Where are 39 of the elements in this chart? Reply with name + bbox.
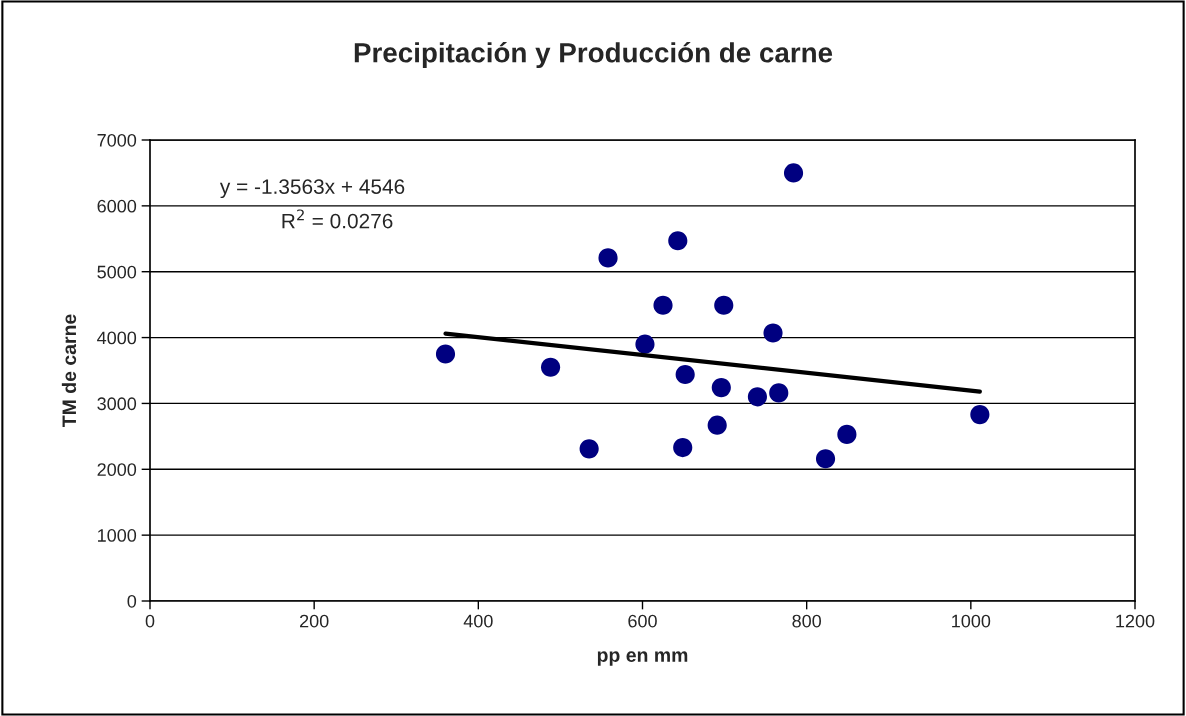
- point: [579, 439, 599, 459]
- point: [747, 387, 767, 407]
- point: [970, 405, 990, 425]
- y-axis-title: TM de carne: [61, 314, 77, 428]
- y-tick-label: 0: [127, 594, 137, 608]
- point: [815, 449, 836, 469]
- point: [711, 378, 731, 398]
- y-tick-label: 3000: [97, 397, 137, 411]
- x-tick-label: 400: [463, 614, 493, 628]
- point: [675, 364, 695, 385]
- y-tick-label: 7000: [97, 133, 137, 147]
- point: [673, 437, 693, 458]
- point: [714, 295, 734, 315]
- x-tick-label: 200: [300, 614, 329, 628]
- x-tick-label: 800: [792, 614, 822, 628]
- y-tick-label: 5000: [97, 265, 137, 279]
- point: [837, 424, 857, 444]
- x-tick-label: 1000: [952, 614, 991, 628]
- point: [783, 163, 804, 183]
- x-tick-label: 600: [628, 614, 657, 628]
- y-tick-label: 2000: [97, 463, 137, 477]
- point: [668, 231, 688, 251]
- point: [635, 334, 655, 354]
- point: [653, 295, 673, 315]
- y-tick-label: 1000: [98, 529, 137, 542]
- annotation: y = -1.3563x + 4546: [219, 179, 405, 199]
- x-tick-label: 0: [145, 614, 155, 628]
- x-axis-title: pp en mm: [597, 651, 688, 666]
- point: [769, 383, 789, 403]
- y-tick-label: 4000: [97, 331, 137, 345]
- y-tick-label: 6000: [97, 199, 137, 213]
- chart-title: Precipitación y Producción de carne: [354, 41, 833, 69]
- point: [540, 357, 561, 377]
- point: [763, 323, 783, 343]
- annotation: R$^{2}$ = 0.0276: [282, 209, 393, 229]
- point: [707, 415, 727, 435]
- point: [435, 344, 456, 364]
- point: [598, 248, 618, 268]
- x-tick-label: 1200: [1116, 614, 1155, 628]
